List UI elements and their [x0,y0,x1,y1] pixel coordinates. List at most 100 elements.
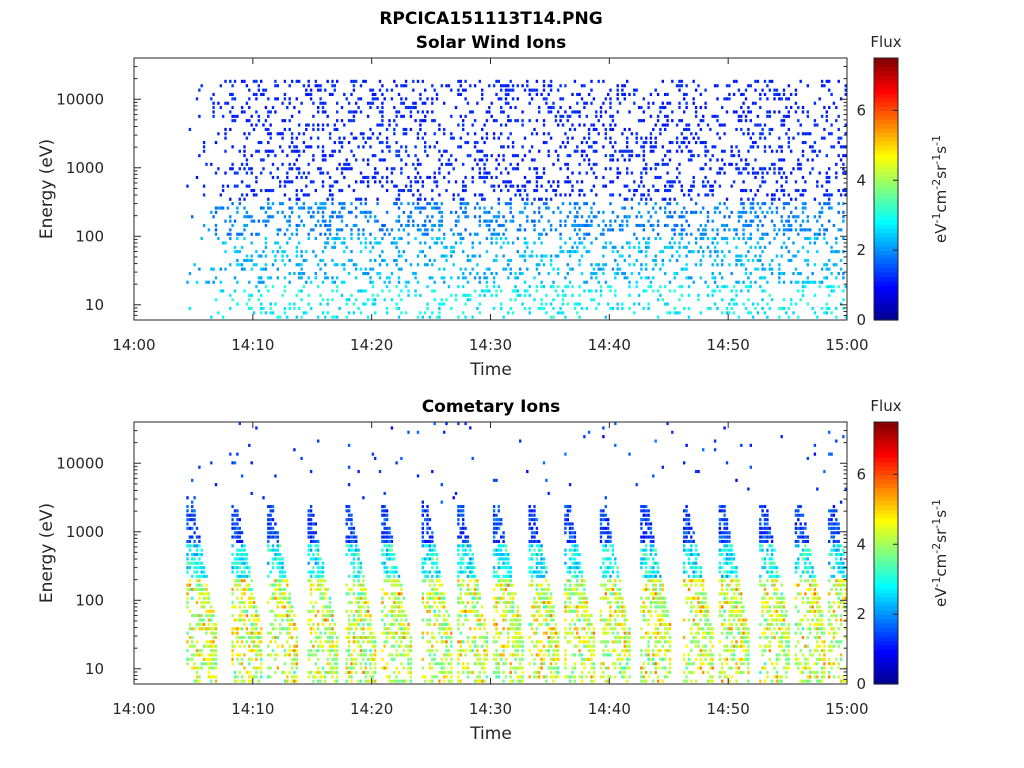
heatmap-cell [464,267,467,271]
heatmap-cell [666,245,669,249]
heatmap-cell [497,210,500,214]
heatmap-cell [633,263,636,267]
heatmap-cell [830,92,833,96]
heatmap-cell [611,267,615,271]
heatmap-cell [728,92,731,96]
heatmap-cell [414,106,417,110]
heatmap-cell [231,145,234,149]
heatmap-cell [383,622,386,626]
heatmap-cell [533,228,536,232]
heatmap-cell [293,149,296,153]
heatmap-cell [516,289,519,293]
heatmap-cell [521,123,524,127]
heatmap-cell [317,670,320,674]
heatmap-cell [300,101,303,105]
heatmap-cell [385,631,389,635]
heatmap-cell [328,614,332,618]
colorbar-segment [874,84,898,90]
heatmap-cell [317,561,320,565]
heatmap-cell [347,670,351,674]
heatmap-cell [243,223,246,227]
heatmap-cell [730,210,733,214]
heatmap-cell [571,267,574,271]
heatmap-cell [604,223,607,227]
heatmap-cell [545,189,548,193]
heatmap-cell [198,614,201,618]
heatmap-cell [395,640,398,644]
heatmap-cell [331,202,334,206]
heatmap-cell [309,513,313,517]
heatmap-cell [823,193,826,197]
heatmap-cell [580,141,584,145]
heatmap-cell [307,84,310,88]
heatmap-cell [333,127,336,131]
heatmap-cell [462,162,465,166]
heatmap-cell [240,627,244,631]
heatmap-cell [331,298,334,302]
heatmap-cell [759,285,762,289]
heatmap-cell [221,315,225,319]
heatmap-cell [257,298,260,302]
colorbar-segment [874,219,898,225]
heatmap-cell [754,141,757,145]
heatmap-cell [421,223,424,227]
heatmap-cell [186,583,189,587]
heatmap-cell [723,171,726,175]
heatmap-cell [347,465,351,469]
heatmap-cell [236,636,239,640]
heatmap-cell [276,596,279,600]
heatmap-cell [713,280,717,284]
heatmap-cell [267,601,270,605]
heatmap-cell [231,553,234,557]
heatmap-cell [214,483,218,487]
heatmap-cell [369,640,372,644]
heatmap-cell [464,206,467,210]
heatmap-cell [616,306,619,310]
heatmap-cell [324,154,327,158]
heatmap-cell [326,197,329,201]
heatmap-cell [326,605,329,609]
heatmap-cell [233,509,237,513]
heatmap-cell [751,101,755,105]
heatmap-cell [193,662,196,666]
heatmap-cell [649,197,653,201]
heatmap-cell [716,206,719,210]
heatmap-cell [236,653,239,657]
heatmap-cell [564,180,567,184]
heatmap-cell [578,206,581,210]
heatmap-cell [568,267,572,271]
heatmap-cell [839,228,843,232]
heatmap-cell [509,210,512,214]
heatmap-cell [509,162,512,166]
heatmap-cell [331,276,334,280]
heatmap-cell [212,614,215,618]
heatmap-cell [364,662,367,666]
heatmap-cell [514,298,517,302]
heatmap-cell [395,596,398,600]
heatmap-cell [333,280,336,284]
heatmap-cell [616,175,619,179]
heatmap-cell [321,215,325,219]
heatmap-cell [240,574,244,578]
heatmap-cell [431,101,434,105]
heatmap-cell [416,263,420,267]
heatmap-cell [842,154,845,158]
heatmap-cell [664,162,667,166]
colorbar-segment [874,92,898,98]
heatmap-cell [281,254,284,258]
heatmap-cell [756,241,760,245]
heatmap-cell [640,171,643,175]
heatmap-cell [654,175,657,179]
heatmap-cell [419,228,422,232]
heatmap-cell [504,84,508,88]
heatmap-cell [238,614,241,618]
heatmap-cell [443,127,446,131]
heatmap-cell [749,136,752,140]
heatmap-cell [435,241,439,245]
heatmap-cell [485,219,489,223]
heatmap-cell [309,640,313,644]
heatmap-cell [378,132,382,136]
heatmap-cell [281,149,284,153]
heatmap-cell [245,223,249,227]
heatmap-cell [656,289,660,293]
